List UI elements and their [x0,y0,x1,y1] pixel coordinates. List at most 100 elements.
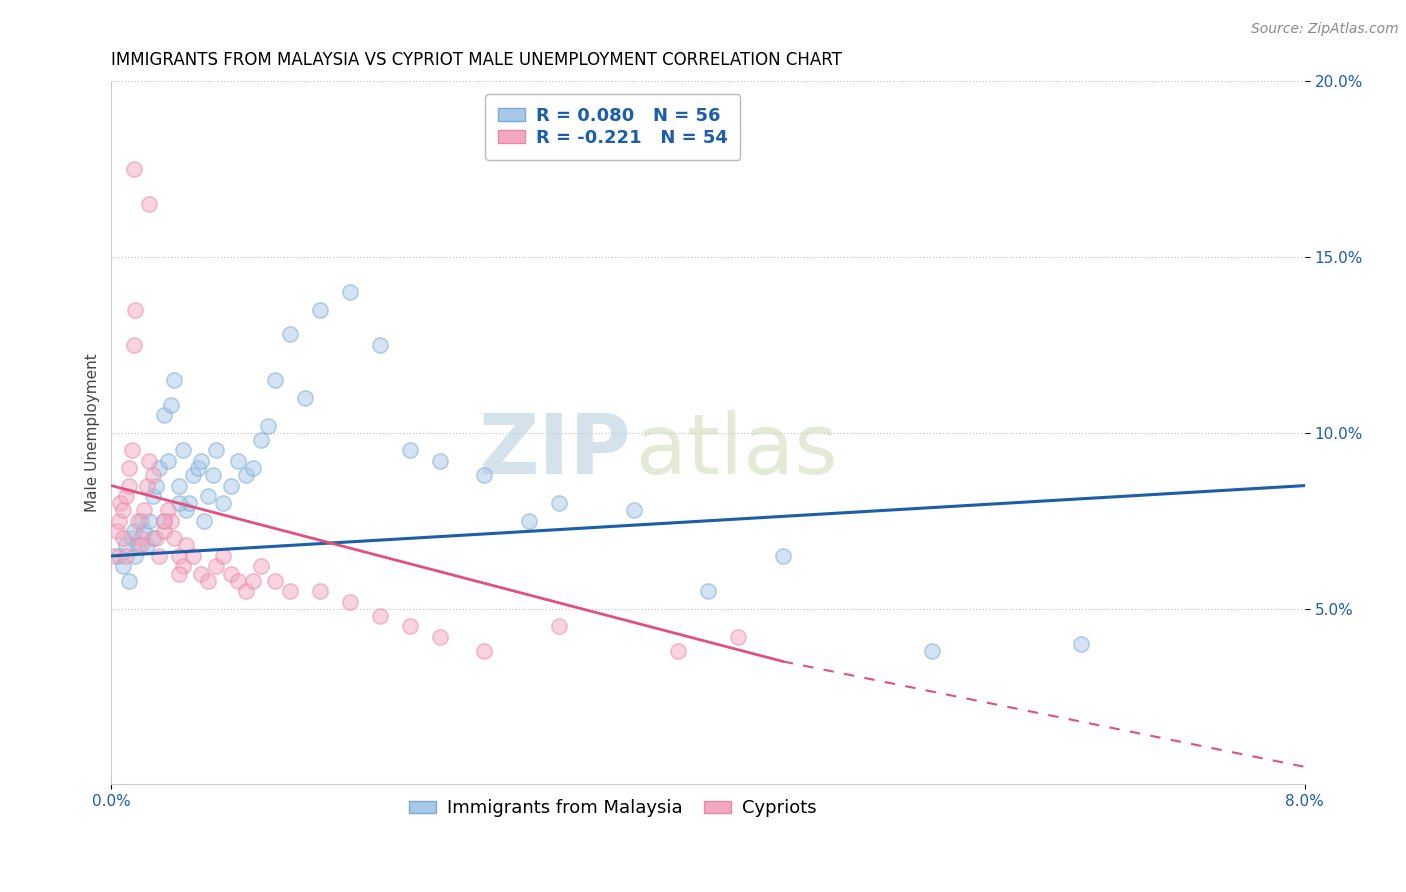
Point [368,608,391,623]
Text: ZIP: ZIP [478,410,630,491]
Point [339,594,361,608]
Point [148,461,170,475]
Point [183,549,205,563]
Point [129,514,152,528]
Point [152,514,174,528]
Point [190,566,212,581]
Point [219,566,242,581]
Point [697,584,720,599]
Point [368,338,391,352]
Text: atlas: atlas [637,410,838,491]
Point [398,443,420,458]
Point [242,461,264,475]
Point [548,619,571,633]
Point [174,503,197,517]
Point [398,619,420,633]
Point [249,433,271,447]
Point [235,584,257,599]
Point [429,630,451,644]
Point [142,468,165,483]
Point [294,391,316,405]
Point [190,454,212,468]
Point [122,524,145,539]
Point [142,532,165,546]
Point [174,538,197,552]
Point [124,302,146,317]
Point [429,454,451,468]
Text: Source: ZipAtlas.com: Source: ZipAtlas.com [1251,22,1399,37]
Point [157,454,180,468]
Point [167,496,190,510]
Point [163,373,186,387]
Point [921,644,943,658]
Point [138,197,160,211]
Point [108,514,131,528]
Y-axis label: Male Unemployment: Male Unemployment [86,353,100,512]
Point [167,478,190,492]
Point [309,584,332,599]
Point [152,524,174,539]
Point [167,566,190,581]
Point [219,478,242,492]
Point [666,644,689,658]
Point [112,559,135,574]
Point [108,549,131,563]
Point [172,443,194,458]
Point [193,514,215,528]
Point [264,574,287,588]
Point [129,538,152,552]
Point [197,489,219,503]
Point [127,514,149,528]
Point [160,514,183,528]
Point [212,549,235,563]
Legend: Immigrants from Malaysia, Cypriots: Immigrants from Malaysia, Cypriots [402,792,824,824]
Point [118,478,141,492]
Point [136,478,159,492]
Point [205,443,228,458]
Point [623,503,645,517]
Point [115,538,138,552]
Point [548,496,571,510]
Point [145,478,167,492]
Point [226,454,249,468]
Point [124,549,146,563]
Point [226,574,249,588]
Point [121,443,143,458]
Text: IMMIGRANTS FROM MALAYSIA VS CYPRIOT MALE UNEMPLOYMENT CORRELATION CHART: IMMIGRANTS FROM MALAYSIA VS CYPRIOT MALE… [111,51,842,69]
Point [212,496,235,510]
Point [148,549,170,563]
Point [163,532,186,546]
Point [249,559,271,574]
Point [242,574,264,588]
Point [152,409,174,423]
Point [264,373,287,387]
Point [122,338,145,352]
Point [1070,637,1092,651]
Point [134,524,156,539]
Point [134,503,156,517]
Point [157,503,180,517]
Point [280,584,302,599]
Point [517,514,540,528]
Point [772,549,794,563]
Point [112,532,135,546]
Point [172,559,194,574]
Point [115,489,138,503]
Point [187,461,209,475]
Point [183,468,205,483]
Point [309,302,332,317]
Point [110,496,132,510]
Point [197,574,219,588]
Point [105,524,128,539]
Point [138,454,160,468]
Point [177,496,200,510]
Point [257,418,280,433]
Point [103,549,125,563]
Point [142,489,165,503]
Point [152,514,174,528]
Point [205,559,228,574]
Point [727,630,749,644]
Point [280,327,302,342]
Point [112,503,135,517]
Point [472,468,495,483]
